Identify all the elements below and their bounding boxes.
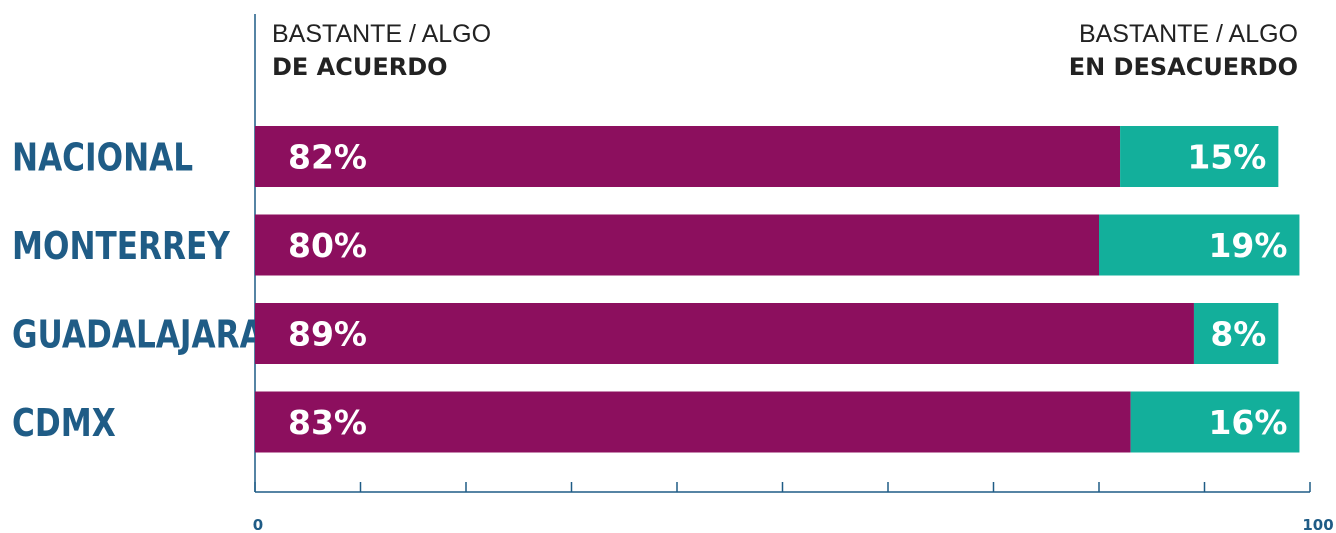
data-label-disagree: 16% bbox=[1208, 403, 1287, 442]
category-label: MONTERREY bbox=[12, 225, 231, 269]
legend-disagree: BASTANTE / ALGO EN DESACUERDO bbox=[1069, 18, 1298, 84]
data-label-disagree: 8% bbox=[1210, 315, 1266, 354]
bar-disagree bbox=[1099, 214, 1300, 276]
data-label-disagree: 15% bbox=[1187, 138, 1266, 177]
category-label: GUADALAJARA bbox=[12, 314, 264, 358]
bar-disagree bbox=[1130, 391, 1300, 453]
bar-agree bbox=[255, 303, 1194, 364]
bar-agree bbox=[255, 126, 1121, 187]
data-label-agree: 83% bbox=[288, 403, 367, 442]
x-tick-label: 0 bbox=[253, 516, 263, 533]
category-label: NACIONAL bbox=[12, 137, 193, 181]
legend-agree-line2: DE ACUERDO bbox=[272, 53, 448, 81]
data-label-agree: 80% bbox=[288, 226, 367, 265]
data-label-agree: 82% bbox=[288, 138, 367, 177]
data-label-agree: 89% bbox=[288, 315, 367, 354]
bar-disagree bbox=[1193, 303, 1279, 364]
bar-agree bbox=[255, 214, 1099, 276]
x-tick-label: 100 bbox=[1302, 516, 1333, 533]
legend-disagree-line1: BASTANTE / ALGO bbox=[1078, 20, 1298, 48]
legend-disagree-line2: EN DESACUERDO bbox=[1068, 53, 1298, 81]
category-label: CDMX bbox=[12, 402, 116, 446]
legend-agree-line1: BASTANTE / ALGO bbox=[272, 20, 492, 48]
legend-agree: BASTANTE / ALGO DE ACUERDO bbox=[272, 18, 491, 84]
bar-agree bbox=[255, 391, 1131, 453]
data-label-disagree: 19% bbox=[1208, 226, 1287, 265]
bar-disagree bbox=[1120, 126, 1279, 187]
